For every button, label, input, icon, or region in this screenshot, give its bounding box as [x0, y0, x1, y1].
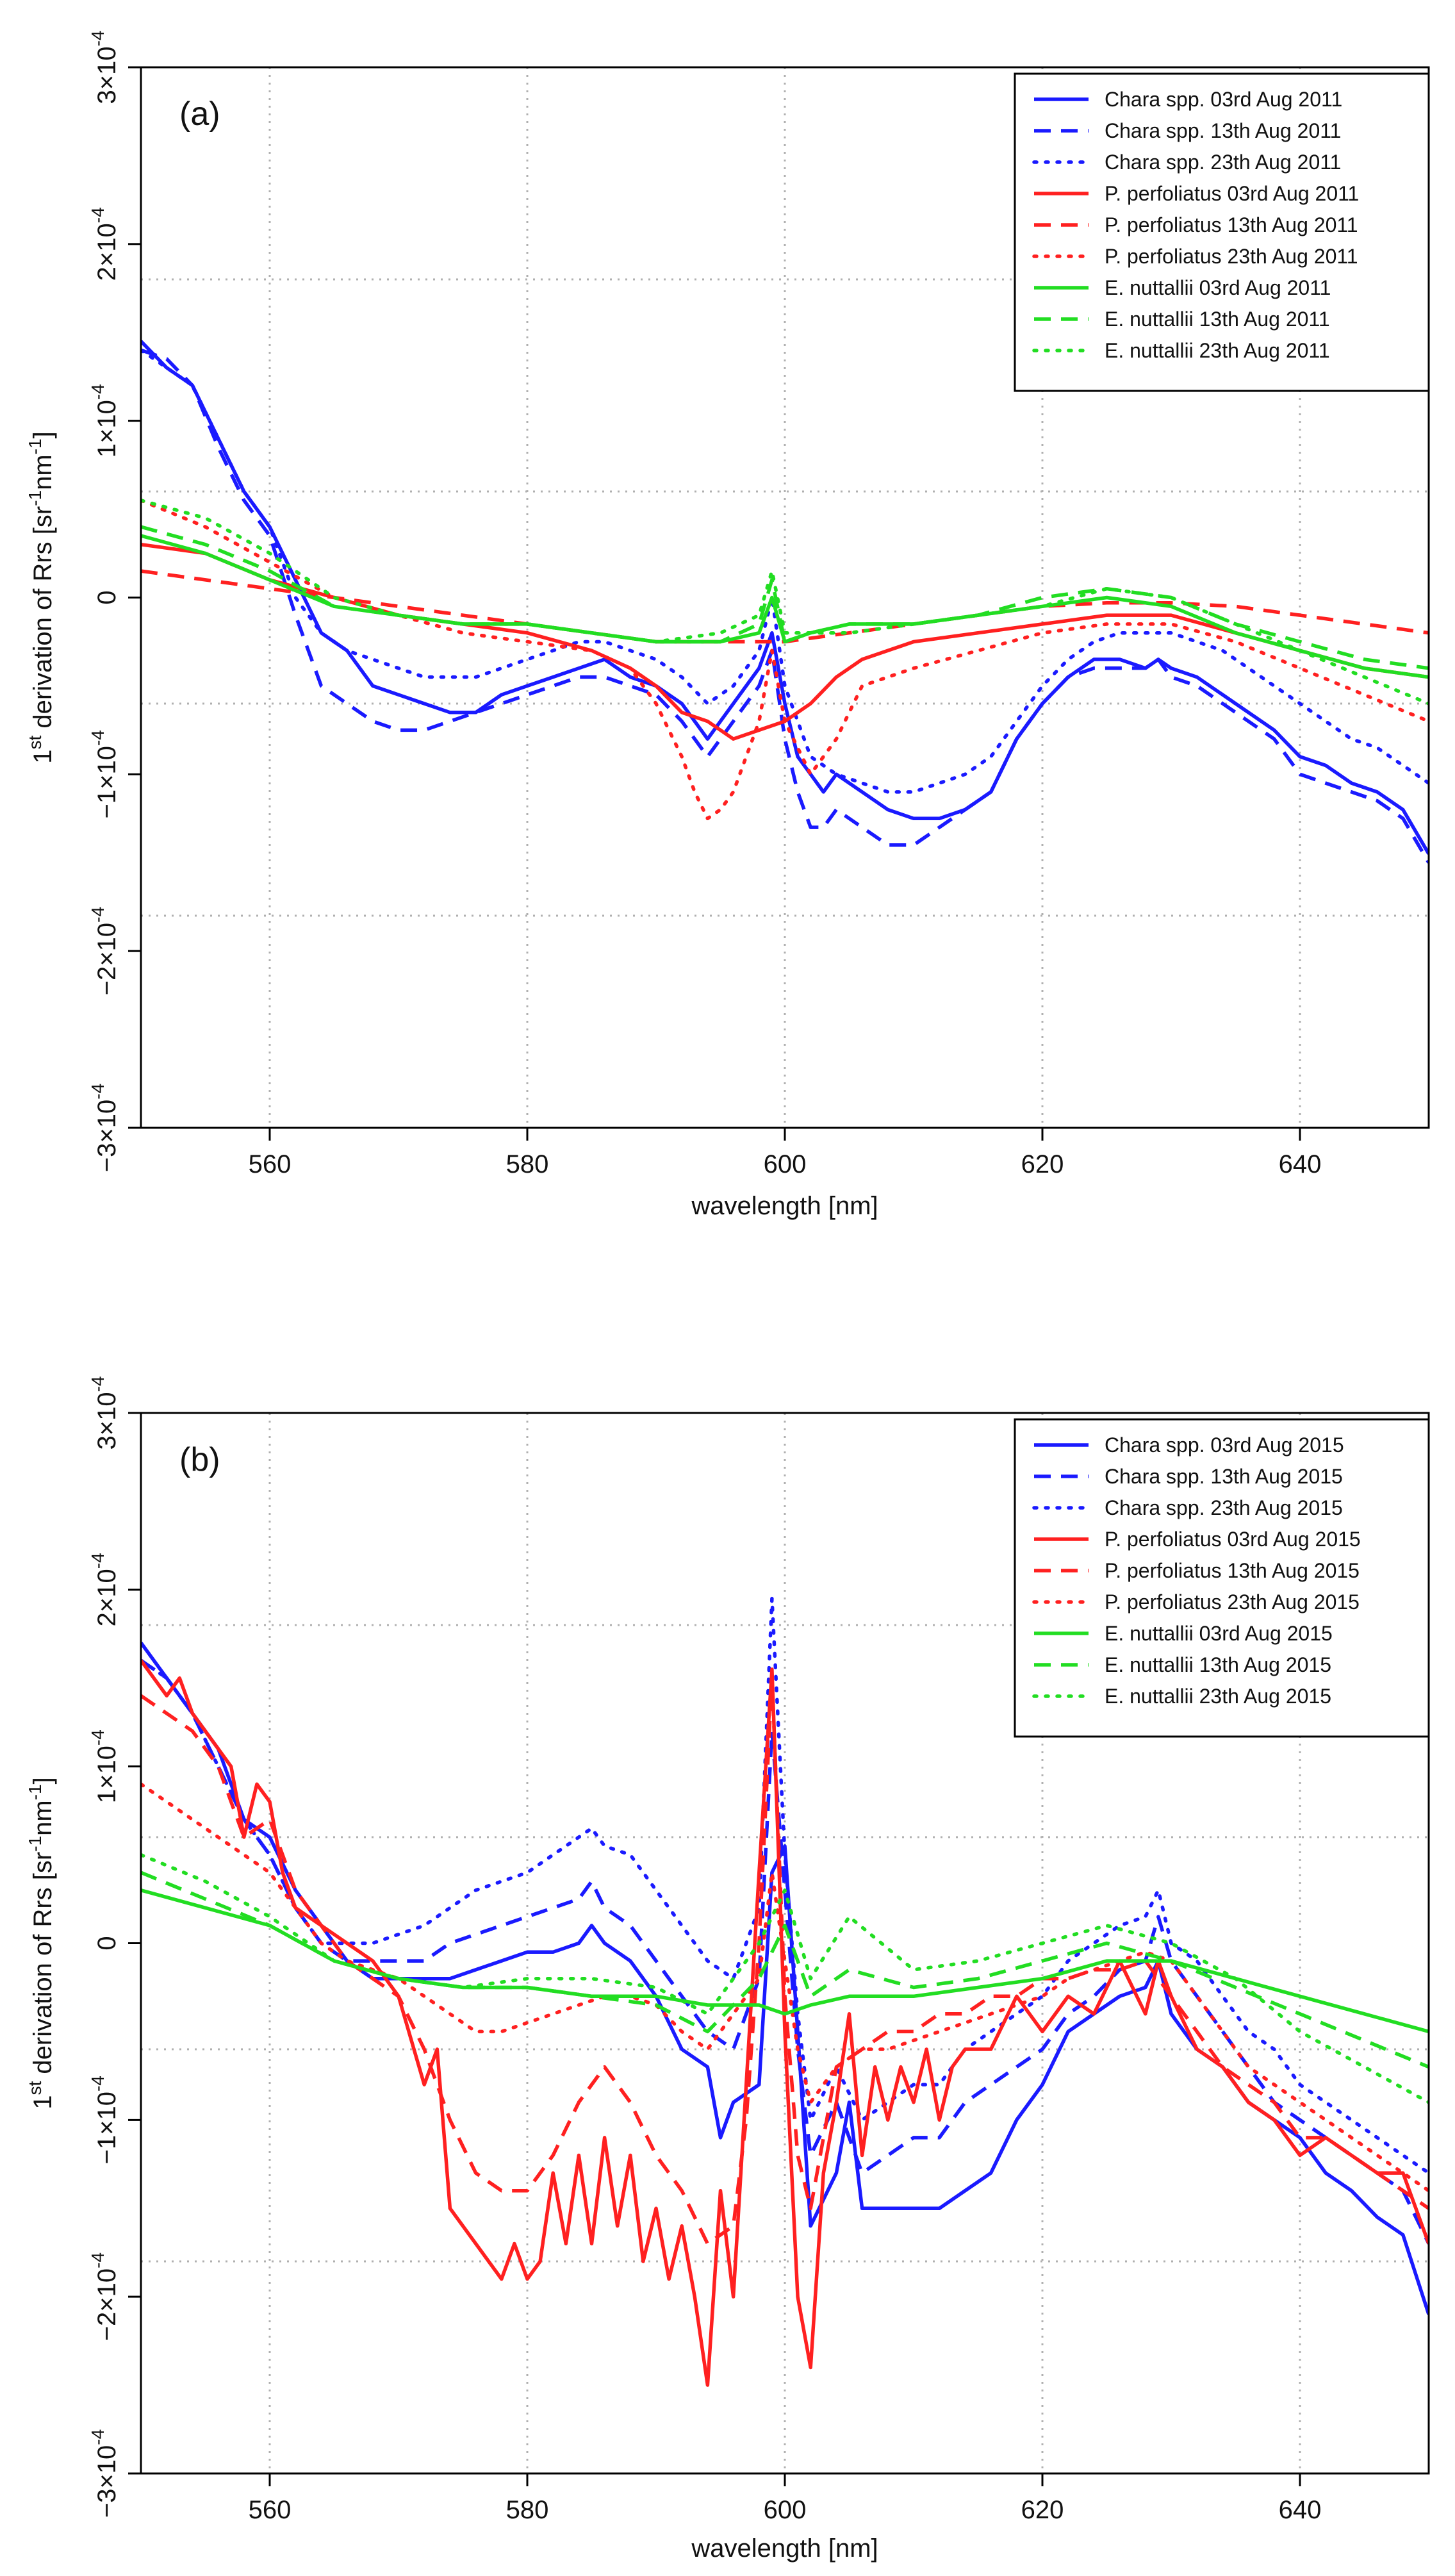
x-tick-label: 600: [764, 2496, 807, 2524]
series-line-6: [141, 534, 1429, 679]
x-tick-label: 560: [249, 2496, 292, 2524]
legend-entry: Chara spp. 13th Aug 2011: [1105, 119, 1341, 142]
y-tick-label: −2×10-4: [88, 2252, 121, 2341]
legend-entry: E. nuttallii 23th Aug 2011: [1105, 339, 1330, 362]
y-tick-label: 2×10-4: [88, 207, 121, 281]
panel-label: (a): [179, 95, 220, 133]
y-axis-title: 1st derivation of Rrs [sr-1nm-1]: [25, 431, 57, 763]
y-tick-label: 1×10-4: [88, 1730, 121, 1803]
y-axis-title: 1st derivation of Rrs [sr-1nm-1]: [25, 1777, 57, 2109]
y-tick-label: −2×10-4: [88, 907, 121, 995]
x-tick-label: 580: [506, 2496, 549, 2524]
series-line-4: [141, 1676, 1429, 2246]
series-line-3: [141, 1659, 1429, 2387]
series-line-1: [141, 1658, 1429, 2245]
series-group: [141, 1596, 1429, 2387]
legend: Chara spp. 03rd Aug 2015 Chara spp. 13th …: [1014, 1418, 1430, 1738]
legend-entry: E. nuttallii 13th Aug 2015: [1105, 1653, 1331, 1676]
x-tick-label: 640: [1279, 1150, 1322, 1178]
legend-entry: Chara spp. 03rd Aug 2011: [1105, 88, 1342, 111]
series-line-5: [141, 499, 1429, 821]
series-line-0: [141, 1641, 1429, 2315]
panel-b: 560 580 600 620 640 3×10-4 2×10-4 1×10-4 0 −1×10-…: [25, 1376, 1430, 2563]
x-tick-label: 600: [764, 1150, 807, 1178]
y-tick-label: 0: [93, 590, 121, 604]
legend: Chara spp. 03rd Aug 2011 Chara spp. 13th …: [1014, 72, 1430, 392]
legend-box: [1014, 1418, 1430, 1738]
y-tick-label: −3×10-4: [88, 2429, 121, 2518]
y-tick-label: −1×10-4: [88, 730, 121, 818]
legend-entry: Chara spp. 03rd Aug 2015: [1105, 1433, 1344, 1457]
series-line-2: [141, 348, 1429, 794]
series-line-8: [141, 1853, 1429, 2104]
legend-entry: E. nuttallii 13th Aug 2011: [1105, 308, 1330, 331]
legend-entry: P. perfoliatus 03rd Aug 2015: [1105, 1528, 1361, 1551]
series-group: [141, 340, 1429, 864]
legend-box: [1014, 72, 1430, 392]
y-tick-label: 1×10-4: [88, 384, 121, 458]
y-tick-label: 3×10-4: [88, 1376, 121, 1449]
panel-a: 560 580 600 620 640 3×10-4 2×10-4 1×10-4 0 −1×10-…: [25, 30, 1430, 1220]
x-tick-label: 580: [506, 1150, 549, 1178]
series-line-0: [141, 340, 1429, 855]
legend-entry: Chara spp. 23th Aug 2011: [1105, 151, 1341, 174]
legend-entry: E. nuttallii 23th Aug 2015: [1105, 1685, 1331, 1708]
x-axis-title: wavelength [nm]: [691, 1192, 878, 1220]
x-tick-label: 560: [249, 1150, 292, 1178]
x-tick-label: 620: [1021, 2496, 1064, 2524]
series-line-5: [141, 1782, 1429, 2193]
series-line-2: [141, 1596, 1429, 2175]
legend-entry: Chara spp. 13th Aug 2015: [1105, 1465, 1343, 1488]
x-axis-title: wavelength [nm]: [691, 2534, 878, 2563]
x-tick-label: 640: [1279, 2496, 1322, 2524]
y-tick-label: −1×10-4: [88, 2076, 121, 2164]
y-tick-label: 3×10-4: [88, 30, 121, 104]
legend-entry: P. perfoliatus 13th Aug 2011: [1105, 213, 1358, 236]
legend-entry: P. perfoliatus 13th Aug 2015: [1105, 1559, 1360, 1582]
series-line-8: [141, 499, 1429, 706]
x-tick-label: 620: [1021, 1150, 1064, 1178]
y-tick-label: 2×10-4: [88, 1553, 121, 1626]
legend-entry: P. perfoliatus 23th Aug 2011: [1105, 245, 1358, 268]
legend-entry: P. perfoliatus 03rd Aug 2011: [1105, 182, 1359, 205]
legend-entry: E. nuttallii 03rd Aug 2011: [1105, 276, 1331, 299]
legend-entry: P. perfoliatus 23th Aug 2015: [1105, 1590, 1360, 1614]
legend-entry: Chara spp. 23th Aug 2015: [1105, 1496, 1343, 1519]
panel-label: (b): [179, 1441, 220, 1478]
legend-entry: E. nuttallii 03rd Aug 2015: [1105, 1622, 1333, 1645]
y-tick-label: 0: [93, 1936, 121, 1950]
y-tick-label: −3×10-4: [88, 1084, 121, 1172]
